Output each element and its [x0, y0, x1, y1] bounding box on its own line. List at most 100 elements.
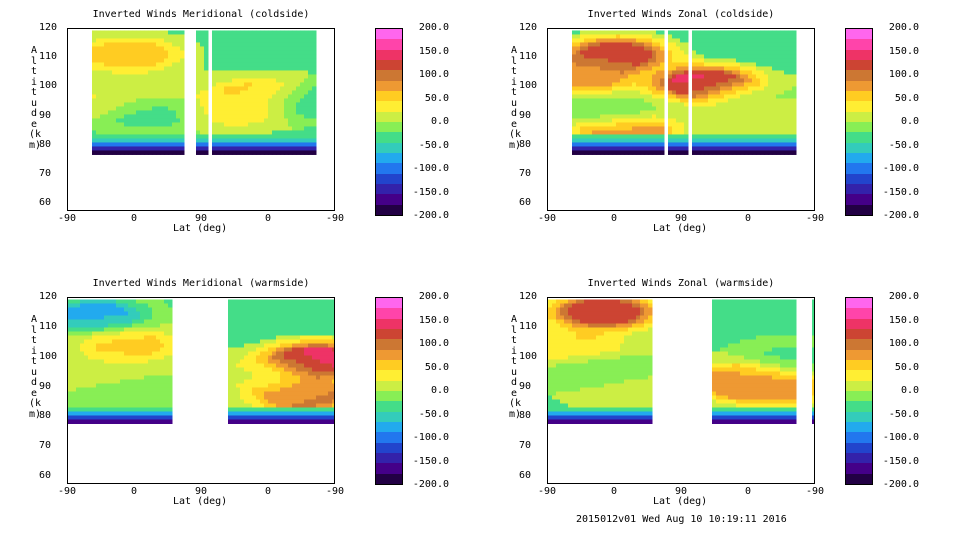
contour-cell	[108, 307, 113, 312]
contour-cell	[320, 407, 325, 412]
contour-cell	[632, 70, 637, 75]
contour-cell	[596, 138, 601, 143]
contour-cell	[200, 94, 205, 99]
contour-cell	[716, 94, 721, 99]
contour-cell	[128, 130, 133, 135]
contour-cell	[240, 142, 245, 147]
contour-cell	[300, 347, 305, 352]
contour-cell	[104, 50, 109, 55]
contour-cell	[252, 150, 257, 155]
contour-cell	[144, 42, 149, 47]
contour-cell	[788, 110, 793, 115]
contour-cell	[740, 78, 745, 83]
contour-cell	[332, 307, 334, 312]
contour-cell	[744, 138, 749, 143]
contour-cell	[628, 90, 633, 95]
contour-cell	[696, 46, 701, 51]
contour-cell	[132, 355, 137, 360]
contour-cell	[304, 98, 309, 103]
contour-cell	[304, 42, 309, 47]
contour-cell	[728, 34, 733, 39]
contour-cell	[732, 126, 737, 131]
contour-cell	[164, 54, 169, 59]
contour-cell	[260, 359, 265, 364]
contour-cell	[104, 387, 109, 392]
contour-cell	[268, 74, 273, 79]
contour-cell	[132, 391, 137, 396]
contour-cell	[160, 419, 165, 424]
contour-cell	[744, 54, 749, 59]
contour-cell	[136, 82, 141, 87]
contour-cell	[632, 98, 637, 103]
contour-cell	[232, 90, 237, 95]
contour-cell	[212, 70, 217, 75]
contour-cell	[780, 122, 785, 127]
contour-cell	[740, 30, 745, 35]
contour-cell	[588, 38, 593, 43]
contour-cell	[596, 86, 601, 91]
contour-cell	[764, 126, 769, 131]
contour-cell	[232, 303, 237, 308]
contour-cell	[756, 90, 761, 95]
contour-cell	[640, 58, 645, 63]
contour-cell	[728, 54, 733, 59]
contour-cell	[332, 303, 334, 308]
contour-cell	[312, 82, 317, 87]
contour-cell	[144, 419, 149, 424]
contour-cell	[724, 86, 729, 91]
contour-cell	[572, 98, 577, 103]
contour-cell	[312, 130, 317, 135]
contour-cell	[300, 411, 305, 416]
contour-cell	[108, 142, 113, 147]
contour-cell	[592, 138, 597, 143]
contour-cell	[772, 62, 777, 67]
contour-cell	[172, 134, 177, 139]
contour-cell	[696, 102, 701, 107]
contour-cell	[108, 335, 113, 340]
contour-cell	[752, 30, 757, 35]
contour-cell	[96, 359, 101, 364]
contour-cell	[652, 46, 657, 51]
contour-cell	[232, 50, 237, 55]
contour-cell	[328, 403, 333, 408]
contour-cell	[204, 50, 209, 55]
contour-cell	[624, 82, 629, 87]
contour-cell	[576, 42, 581, 47]
contour-cell	[644, 54, 649, 59]
contour-cell	[112, 82, 117, 87]
contour-cell	[152, 86, 157, 91]
contour-cell	[152, 130, 157, 135]
contour-cell	[160, 126, 165, 131]
contour-cell	[96, 70, 101, 75]
contour-cell	[268, 387, 273, 392]
contour-cell	[88, 371, 93, 376]
contour-cell	[280, 66, 285, 71]
contour-cell	[696, 78, 701, 83]
contour-cell	[216, 38, 221, 43]
contour-cell	[256, 46, 261, 51]
contour-cell	[308, 70, 313, 75]
contour-cell	[792, 66, 797, 71]
contour-cell	[700, 82, 705, 87]
contour-cell	[308, 399, 313, 404]
contour-cell	[624, 122, 629, 127]
contour-cell	[68, 367, 73, 372]
contour-cell	[728, 102, 733, 107]
contour-cell	[276, 319, 281, 324]
contour-cell	[276, 150, 281, 155]
contour-cell	[764, 114, 769, 119]
contour-cell	[140, 391, 145, 396]
contour-cell	[580, 122, 585, 127]
contour-cell	[132, 411, 137, 416]
contour-cell	[100, 319, 105, 324]
contour-cell	[624, 42, 629, 47]
contour-cell	[268, 126, 273, 131]
contour-cell	[100, 367, 105, 372]
contour-cell	[584, 150, 589, 155]
contour-cell	[776, 102, 781, 107]
contour-cell	[88, 343, 93, 348]
contour-cell	[152, 347, 157, 352]
contour-cell	[104, 323, 109, 328]
contour-cell	[748, 122, 753, 127]
contour-cell	[100, 339, 105, 344]
